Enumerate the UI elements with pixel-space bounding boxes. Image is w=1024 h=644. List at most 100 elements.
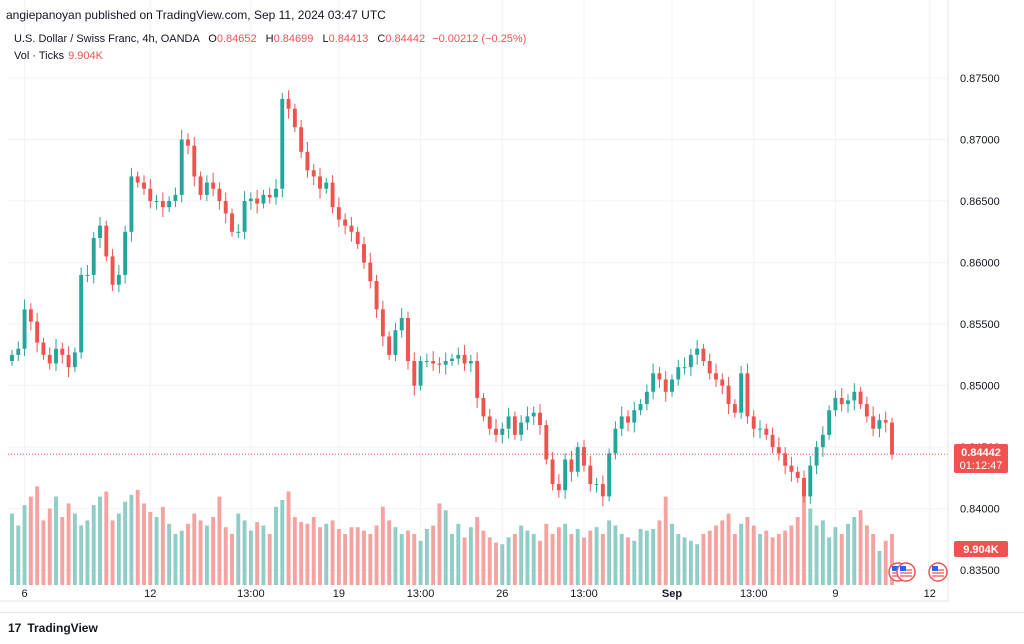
candle-body [519, 422, 524, 435]
candle-body [292, 108, 297, 128]
candle-body [242, 201, 247, 232]
volume-bar [808, 508, 813, 585]
volume-bar [129, 494, 134, 585]
volume-bar [399, 534, 404, 585]
candle-body [789, 465, 794, 472]
time-tick-label: 12 [144, 588, 156, 600]
symbol-legend[interactable]: U.S. Dollar / Swiss Franc, 4h, OANDA O0.… [14, 33, 526, 45]
candle-body [299, 127, 304, 152]
time-axis[interactable]: 6 12 13:00 19 13:00 26 13:00 Sep 13:00 9 12 [0, 588, 948, 602]
volume-bar [418, 540, 423, 585]
volume-bar [230, 534, 234, 585]
candle-body [116, 274, 121, 285]
volume-bar [475, 517, 480, 585]
volume-bar [47, 508, 52, 585]
candlestick-chart[interactable]: 0.87500 0.87000 0.86500 0.86000 0.85500 0.850… [0, 0, 1024, 612]
candle-body [324, 182, 329, 189]
volume-bar [651, 528, 656, 585]
volume-bar [318, 527, 322, 585]
candle-body [261, 194, 266, 204]
candle-body [619, 416, 624, 429]
candle-body [846, 400, 850, 405]
volume-bar [261, 525, 266, 585]
candle-body [814, 447, 819, 466]
candle-body [607, 453, 612, 497]
candle-body [525, 416, 530, 423]
candle-body [714, 373, 718, 380]
volume-bar [600, 534, 605, 585]
volume-bar [267, 534, 272, 585]
candle-body [280, 98, 285, 189]
candle-body [412, 361, 417, 386]
candle-body [437, 363, 442, 365]
volume-tag-value: 9.904K [963, 544, 999, 556]
candle-body [632, 410, 637, 423]
volume-bar [292, 517, 297, 585]
candle-body [808, 465, 813, 497]
candle-body [644, 391, 649, 405]
price-tick-label: 0.86000 [960, 258, 1000, 270]
volume-bar [98, 496, 102, 585]
volume-bar [644, 530, 649, 585]
candle-body [783, 453, 788, 466]
volume-bar [556, 527, 561, 585]
volume-bar [751, 525, 756, 585]
volume-bar [198, 520, 203, 585]
price-tick-label: 0.85500 [960, 319, 1000, 331]
volume-bar [883, 540, 888, 585]
candles [10, 90, 894, 507]
volume-bar [594, 527, 599, 585]
candle-body [563, 459, 568, 491]
volume-bar [186, 523, 190, 585]
price-axis[interactable]: 0.87500 0.87000 0.86500 0.86000 0.85500 0.850… [947, 0, 1000, 601]
volume-bar [890, 534, 894, 585]
candle-body [274, 188, 278, 198]
volume-bar [569, 534, 574, 585]
open-label: O [208, 33, 217, 45]
high-value: 0.84699 [273, 33, 314, 45]
volume-bar [167, 523, 172, 585]
volume-bar [324, 523, 329, 585]
volume-bar [248, 530, 253, 585]
volume-bar [626, 537, 630, 585]
tradingview-logo[interactable]: 17 TradingView [8, 621, 98, 635]
candle-body [66, 354, 71, 368]
candle-body [575, 447, 580, 472]
candle-body [104, 225, 109, 257]
volume-bar [443, 510, 448, 585]
candle-body [544, 425, 549, 460]
open-value: 0.84652 [216, 33, 257, 45]
time-tick-label: 13:00 [740, 588, 768, 600]
volume-bar [468, 527, 473, 585]
candle-body [613, 428, 618, 454]
price-tick-label: 0.87500 [960, 73, 1000, 85]
volume-bar [154, 517, 159, 585]
volume-bar [575, 528, 580, 585]
chart-grid [8, 0, 948, 585]
candle-body [35, 321, 40, 343]
candle-body [663, 379, 668, 392]
volume-bar [582, 537, 586, 585]
event-flag-icon[interactable] [896, 562, 916, 582]
candle-body [173, 194, 178, 202]
candle-body [701, 348, 706, 362]
candle-body [192, 145, 197, 177]
volume-bar [814, 525, 819, 585]
candle-body [732, 404, 737, 413]
volume-bar [506, 537, 511, 585]
volume-bar [41, 520, 46, 585]
event-flag-icon[interactable] [928, 562, 948, 582]
candle-body [305, 151, 310, 171]
volume-legend[interactable]: Vol · Ticks 9.904K [14, 50, 103, 62]
volume-bar [368, 534, 373, 585]
volume-bar [688, 540, 693, 585]
volume-bar [770, 537, 775, 585]
symbol-title[interactable]: U.S. Dollar / Swiss Franc, 4h, OANDA [14, 33, 200, 45]
time-tick-label: 12 [924, 588, 936, 600]
candle-body [418, 361, 423, 386]
volume-bar [412, 534, 417, 585]
volume-bar [877, 551, 882, 585]
candle-body [770, 434, 775, 448]
volume-bar [720, 520, 725, 585]
volume-bar [512, 534, 517, 585]
